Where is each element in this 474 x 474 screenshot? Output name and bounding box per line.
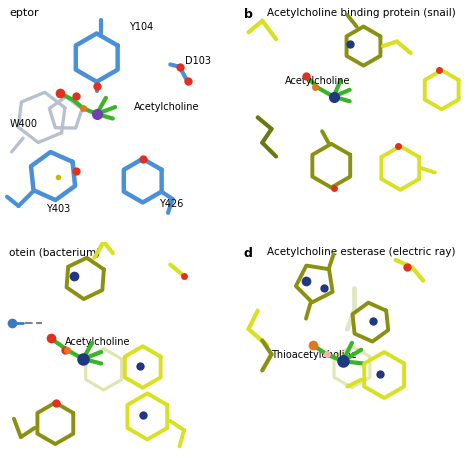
- Point: [79, 355, 87, 363]
- Point: [93, 82, 100, 90]
- Point: [56, 90, 64, 97]
- Point: [47, 335, 55, 342]
- Text: Acetylcholine: Acetylcholine: [64, 337, 130, 346]
- Point: [339, 357, 346, 365]
- Point: [376, 370, 383, 378]
- Point: [394, 142, 402, 150]
- Point: [311, 84, 319, 91]
- Point: [369, 317, 376, 325]
- Point: [79, 104, 87, 112]
- Point: [53, 399, 60, 406]
- Point: [302, 277, 310, 284]
- Point: [330, 93, 337, 100]
- Text: Y426: Y426: [159, 199, 183, 209]
- Text: W400: W400: [9, 119, 37, 129]
- Point: [176, 63, 183, 71]
- Text: Thioacetylcholine: Thioacetylcholine: [272, 350, 357, 360]
- Point: [346, 40, 354, 47]
- Point: [323, 351, 330, 358]
- Point: [339, 354, 346, 362]
- Text: Y403: Y403: [46, 204, 70, 214]
- Text: b: b: [244, 8, 253, 21]
- Point: [309, 341, 317, 349]
- Point: [8, 319, 16, 327]
- Text: d: d: [244, 247, 253, 260]
- Point: [436, 66, 443, 74]
- Point: [54, 173, 62, 181]
- Point: [137, 362, 144, 370]
- Point: [139, 155, 146, 163]
- Point: [139, 411, 146, 419]
- Point: [72, 92, 80, 100]
- Text: eptor: eptor: [9, 8, 39, 18]
- Point: [63, 346, 71, 354]
- Point: [70, 272, 78, 280]
- Point: [320, 284, 328, 292]
- Text: Acetylcholine: Acetylcholine: [285, 75, 351, 86]
- Point: [330, 184, 337, 191]
- Text: D103: D103: [185, 56, 211, 66]
- Point: [302, 72, 310, 80]
- Point: [403, 263, 411, 271]
- Point: [79, 354, 87, 362]
- Point: [72, 168, 80, 175]
- Text: Acetylcholine binding protein (snail): Acetylcholine binding protein (snail): [267, 8, 456, 18]
- Point: [184, 77, 191, 85]
- Text: Acetylcholine: Acetylcholine: [134, 102, 199, 112]
- Point: [93, 110, 100, 118]
- Text: otein (bacterium): otein (bacterium): [9, 247, 100, 257]
- Point: [180, 272, 188, 280]
- Text: Y104: Y104: [129, 21, 153, 32]
- Text: Acetylcholine esterase (electric ray): Acetylcholine esterase (electric ray): [267, 247, 456, 257]
- Point: [61, 346, 68, 354]
